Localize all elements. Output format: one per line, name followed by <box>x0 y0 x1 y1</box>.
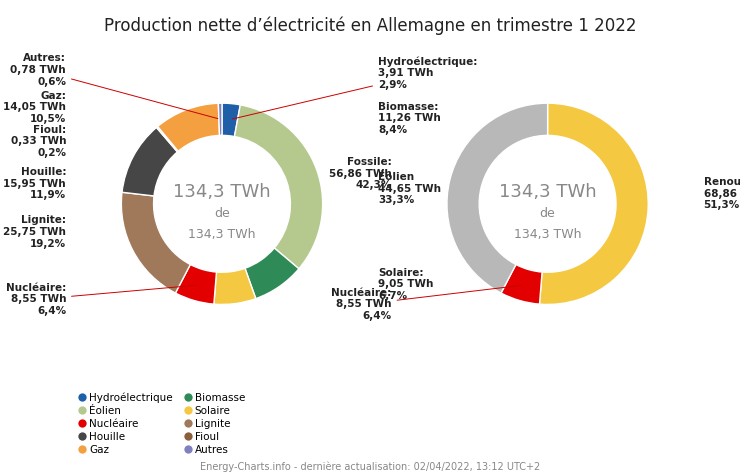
Text: Renouvelable:
68,86 TWh
51,3%: Renouvelable: 68,86 TWh 51,3% <box>704 177 740 210</box>
Wedge shape <box>501 264 542 304</box>
Text: Fioul:
0,33 TWh
0,2%: Fioul: 0,33 TWh 0,2% <box>10 125 66 158</box>
Text: 134,3 TWh: 134,3 TWh <box>173 183 271 201</box>
Wedge shape <box>539 103 648 304</box>
Text: Autres:
0,78 TWh
0,6%: Autres: 0,78 TWh 0,6% <box>10 54 218 118</box>
Legend: Hydroélectrique, Éolien, Nucléaire, Houille, Gaz, Biomasse, Solaire, Lignite, Fi: Hydroélectrique, Éolien, Nucléaire, Houi… <box>75 388 249 459</box>
Text: Nucléaire:
8,55 TWh
6,4%: Nucléaire: 8,55 TWh 6,4% <box>332 285 522 321</box>
Wedge shape <box>222 103 241 137</box>
Wedge shape <box>447 103 548 293</box>
Wedge shape <box>122 128 178 196</box>
Text: Energy-Charts.info - dernière actualisation: 02/04/2022, 13:12 UTC+2: Energy-Charts.info - dernière actualisat… <box>200 461 540 472</box>
Wedge shape <box>218 103 222 136</box>
Text: Gaz:
14,05 TWh
10,5%: Gaz: 14,05 TWh 10,5% <box>3 91 66 124</box>
Text: Biomasse:
11,26 TWh
8,4%: Biomasse: 11,26 TWh 8,4% <box>378 102 441 135</box>
Text: Nucléaire:
8,55 TWh
6,4%: Nucléaire: 8,55 TWh 6,4% <box>6 283 196 316</box>
Text: 134,3 TWh: 134,3 TWh <box>514 228 582 240</box>
Wedge shape <box>245 248 299 299</box>
Text: Éolien
44,65 TWh
33,3%: Éolien 44,65 TWh 33,3% <box>378 172 441 205</box>
Wedge shape <box>214 268 256 304</box>
Text: 134,3 TWh: 134,3 TWh <box>499 183 596 201</box>
Wedge shape <box>156 127 178 152</box>
Text: 134,3 TWh: 134,3 TWh <box>188 228 256 240</box>
Text: de: de <box>214 208 230 220</box>
Text: Houille:
15,95 TWh
11,9%: Houille: 15,95 TWh 11,9% <box>4 167 66 201</box>
Text: Lignite:
25,75 TWh
19,2%: Lignite: 25,75 TWh 19,2% <box>3 215 66 248</box>
Text: Solaire:
9,05 TWh
6,7%: Solaire: 9,05 TWh 6,7% <box>378 268 434 301</box>
Wedge shape <box>121 192 190 293</box>
Text: Fossile:
56,86 TWh
42,3%: Fossile: 56,86 TWh 42,3% <box>329 157 391 190</box>
Text: Production nette d’électricité en Allemagne en trimestre 1 2022: Production nette d’électricité en Allema… <box>104 17 636 35</box>
Wedge shape <box>235 105 323 269</box>
Text: de: de <box>539 208 556 220</box>
Text: Hydroélectrique:
3,91 TWh
2,9%: Hydroélectrique: 3,91 TWh 2,9% <box>232 56 477 119</box>
Wedge shape <box>175 264 217 304</box>
Wedge shape <box>158 103 220 151</box>
